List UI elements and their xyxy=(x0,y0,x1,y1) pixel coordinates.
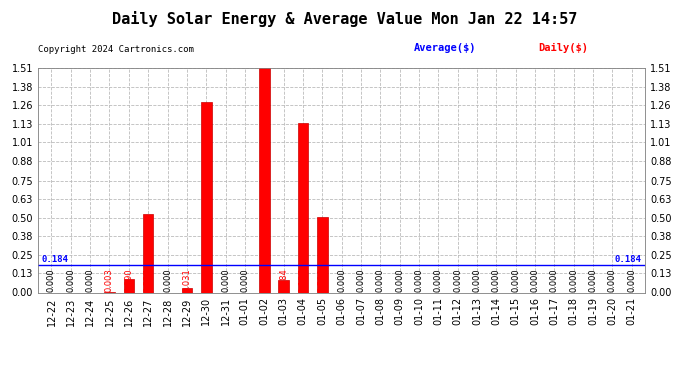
Text: 0.000: 0.000 xyxy=(337,268,346,292)
Text: 0.000: 0.000 xyxy=(66,268,75,292)
Bar xyxy=(297,123,308,292)
Text: 0.184: 0.184 xyxy=(614,255,641,264)
Text: 1.137: 1.137 xyxy=(298,268,307,292)
Text: 0.000: 0.000 xyxy=(221,268,230,292)
Text: 0.000: 0.000 xyxy=(473,268,482,292)
Bar xyxy=(181,288,193,292)
Text: 0.504: 0.504 xyxy=(317,268,326,292)
Text: 0.090: 0.090 xyxy=(124,268,133,292)
Text: 0.000: 0.000 xyxy=(395,268,404,292)
Text: 0.000: 0.000 xyxy=(240,268,249,292)
Text: Daily Solar Energy & Average Value Mon Jan 22 14:57: Daily Solar Energy & Average Value Mon J… xyxy=(112,11,578,27)
Text: 0.000: 0.000 xyxy=(608,268,617,292)
Text: 0.000: 0.000 xyxy=(357,268,366,292)
Text: 0.527: 0.527 xyxy=(144,268,152,292)
Bar xyxy=(124,279,134,292)
Text: Copyright 2024 Cartronics.com: Copyright 2024 Cartronics.com xyxy=(38,45,194,54)
Text: 0.000: 0.000 xyxy=(589,268,598,292)
Text: 0.000: 0.000 xyxy=(550,268,559,292)
Bar xyxy=(201,102,212,292)
Text: 0.000: 0.000 xyxy=(627,268,636,292)
Text: 0.000: 0.000 xyxy=(531,268,540,292)
Text: 0.000: 0.000 xyxy=(376,268,385,292)
Text: 1.509: 1.509 xyxy=(259,268,268,292)
Text: 0.000: 0.000 xyxy=(569,268,578,292)
Bar xyxy=(259,68,270,292)
Text: 0.000: 0.000 xyxy=(415,268,424,292)
Text: 0.000: 0.000 xyxy=(453,268,462,292)
Text: 0.000: 0.000 xyxy=(434,268,443,292)
Text: 0.000: 0.000 xyxy=(511,268,520,292)
Bar xyxy=(317,217,328,292)
Text: Daily($): Daily($) xyxy=(538,43,588,53)
Text: 0.184: 0.184 xyxy=(42,255,69,264)
Text: 0.084: 0.084 xyxy=(279,268,288,292)
Text: 0.000: 0.000 xyxy=(86,268,95,292)
Text: 0.000: 0.000 xyxy=(163,268,172,292)
Bar xyxy=(278,280,289,292)
Text: 0.000: 0.000 xyxy=(47,268,56,292)
Text: 0.003: 0.003 xyxy=(105,268,114,292)
Text: 0.031: 0.031 xyxy=(182,268,191,292)
Text: Average($): Average($) xyxy=(414,43,477,53)
Bar xyxy=(143,214,153,292)
Text: 0.000: 0.000 xyxy=(492,268,501,292)
Text: 1.279: 1.279 xyxy=(201,268,210,292)
